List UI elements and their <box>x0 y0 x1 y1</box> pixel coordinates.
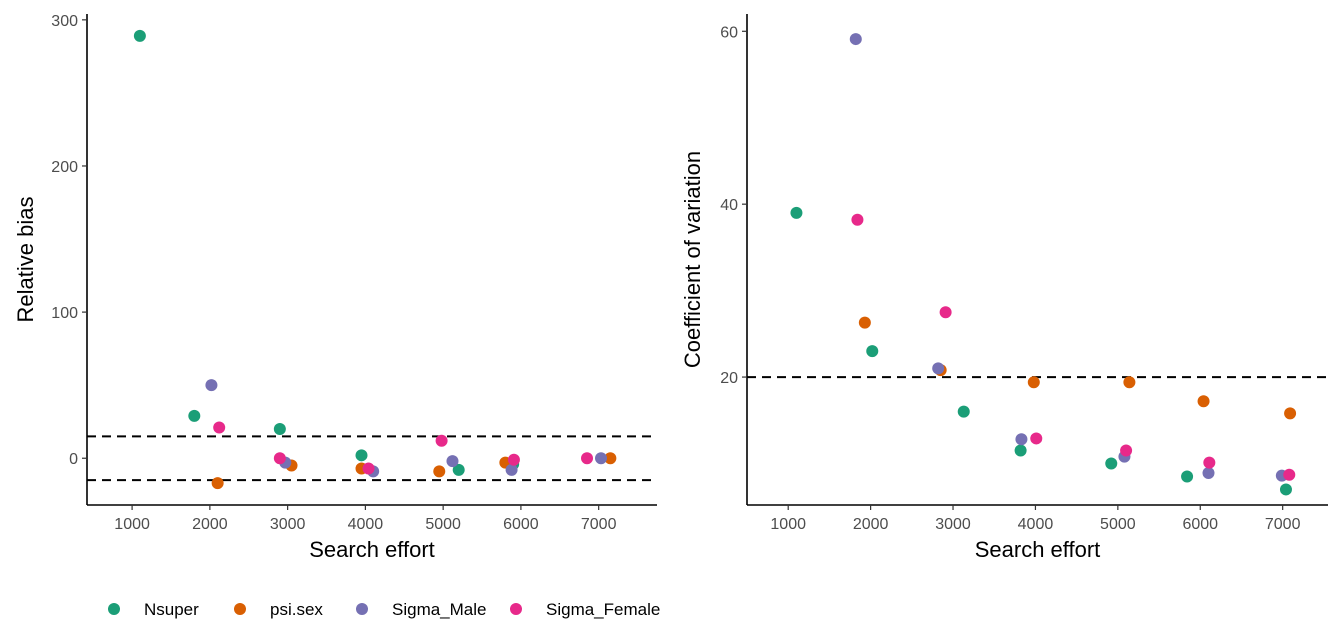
data-point-psi-sex <box>1197 395 1210 408</box>
y-tick-label: 40 <box>720 197 738 214</box>
data-point-psi-sex <box>211 477 224 490</box>
data-point-sigma-female <box>1283 468 1296 481</box>
data-point-nsuper <box>355 449 368 462</box>
data-point-nsuper <box>866 345 879 358</box>
data-point-psi-sex <box>1027 376 1040 389</box>
data-point-sigma-female <box>1203 456 1216 469</box>
series-sigma-male <box>205 379 608 478</box>
x-tick-label: 4000 <box>1018 516 1054 533</box>
data-point-nsuper <box>1181 470 1194 483</box>
x-tick-label: 4000 <box>348 516 384 533</box>
data-point-nsuper <box>1105 457 1118 470</box>
x-tick-label: 1000 <box>770 516 806 533</box>
data-point-psi-sex <box>1284 407 1297 420</box>
data-point-psi-sex <box>433 465 446 478</box>
data-point-sigma-male <box>505 463 518 476</box>
series-psi-sex <box>858 316 1297 420</box>
x-tick-label: 3000 <box>935 516 971 533</box>
legend-key-nsuper <box>108 603 120 615</box>
series-nsuper <box>133 29 520 476</box>
data-point-nsuper <box>1014 444 1027 457</box>
data-point-nsuper <box>273 423 286 436</box>
legend-label-psi-sex: psi.sex <box>270 600 323 619</box>
data-point-sigma-male <box>1202 467 1215 480</box>
x-tick-label: 2000 <box>853 516 889 533</box>
data-point-sigma-male <box>849 33 862 46</box>
x-axis-title: Search effort <box>975 537 1101 562</box>
data-point-sigma-female <box>939 306 952 319</box>
y-axis-title: Relative bias <box>13 197 38 323</box>
data-point-sigma-female <box>1030 432 1043 445</box>
x-tick-label: 7000 <box>581 516 617 533</box>
data-point-sigma-female <box>581 452 594 465</box>
data-point-sigma-female <box>435 434 448 447</box>
data-point-sigma-female <box>1120 444 1133 457</box>
x-tick-label: 1000 <box>114 516 150 533</box>
data-point-nsuper <box>957 405 970 418</box>
coefficient-of-variation-panel: 1000 2000 3000 4000 5000 6000 7000 20 40 60 Search… <box>680 14 1328 562</box>
x-tick-label: 5000 <box>425 516 461 533</box>
legend-label-sigma-male: Sigma_Male <box>392 600 487 619</box>
legend-label-sigma-female: Sigma_Female <box>546 600 660 619</box>
y-tick-label: 200 <box>51 159 78 176</box>
y-axis-title: Coefficient of variation <box>680 151 705 368</box>
series-nsuper <box>790 206 1292 496</box>
data-point-sigma-female <box>362 462 375 475</box>
series-sigma-female <box>851 213 1296 481</box>
y-tick-label: 0 <box>69 451 78 468</box>
data-point-sigma-male <box>932 362 945 375</box>
data-point-psi-sex <box>604 452 617 465</box>
data-point-sigma-male <box>446 455 459 468</box>
legend-label-nsuper: Nsuper <box>144 600 199 619</box>
series-sigma-female <box>213 421 594 475</box>
x-axis-title: Search effort <box>309 537 435 562</box>
data-point-sigma-female <box>851 213 864 226</box>
x-tick-label: 6000 <box>503 516 539 533</box>
y-tick-label: 300 <box>51 13 78 30</box>
y-tick-label: 100 <box>51 305 78 322</box>
data-point-psi-sex <box>858 316 871 329</box>
x-tick-label: 2000 <box>192 516 228 533</box>
data-point-psi-sex <box>1123 376 1136 389</box>
data-point-sigma-male <box>595 452 608 465</box>
legend: Nsuper psi.sex Sigma_Male Sigma_Female <box>108 600 660 619</box>
data-point-sigma-male <box>1015 433 1028 446</box>
x-tick-label: 6000 <box>1182 516 1218 533</box>
data-point-sigma-female <box>507 453 520 466</box>
series-sigma-male <box>849 33 1288 482</box>
data-point-sigma-female <box>273 452 286 465</box>
series-psi-sex <box>211 452 617 490</box>
legend-key-sigma-female <box>510 603 522 615</box>
x-tick-label: 5000 <box>1100 516 1136 533</box>
relative-bias-panel: 1000 2000 3000 4000 5000 6000 7000 0 100 200 300 Se… <box>13 13 657 562</box>
y-tick-label: 60 <box>720 24 738 41</box>
data-point-nsuper <box>133 29 146 42</box>
legend-key-sigma-male <box>356 603 368 615</box>
data-point-sigma-male <box>205 379 218 392</box>
data-point-nsuper <box>188 409 201 422</box>
x-tick-label: 7000 <box>1265 516 1301 533</box>
legend-key-psi-sex <box>234 603 246 615</box>
x-tick-label: 3000 <box>270 516 306 533</box>
data-point-sigma-female <box>213 421 226 434</box>
data-point-nsuper <box>452 463 465 476</box>
data-point-nsuper <box>1279 483 1292 496</box>
data-point-nsuper <box>790 206 803 219</box>
y-tick-label: 20 <box>720 370 738 387</box>
